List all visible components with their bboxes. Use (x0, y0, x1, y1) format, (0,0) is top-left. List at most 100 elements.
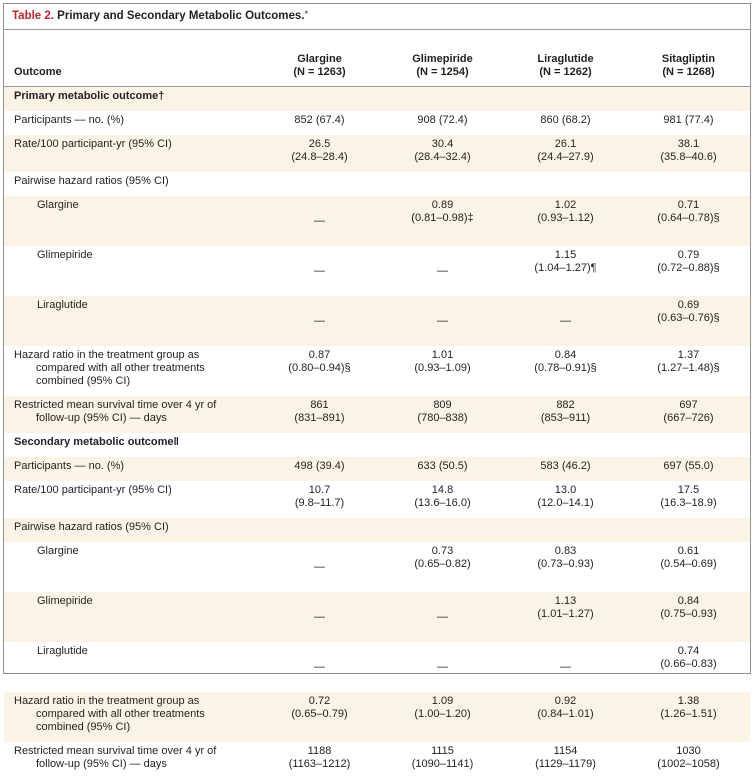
cell-estimate: 1.01 (431, 349, 454, 361)
cell-ci: (0.84–1.01) (537, 708, 594, 720)
cell-estimate: 0.92 (554, 695, 577, 707)
cell-value: — (437, 660, 448, 673)
cell-ci: (1.00–1.20) (414, 708, 471, 720)
row-label-line: Restricted mean survival time over 4 yr … (14, 745, 217, 757)
cell-estimate: 1188 (307, 745, 332, 757)
cell-ci: (780–838) (417, 412, 468, 424)
cell-value: 0.71 (0.64–0.78)§ (627, 196, 750, 246)
cell-value: 861 (831–891) (258, 396, 381, 433)
cell-ci: (0.54–0.69) (660, 558, 717, 570)
row-label: Glargine (37, 545, 79, 557)
cell-value: 0.79 (0.72–0.88)§ (627, 246, 750, 296)
row-label-line: Hazard ratio in the treatment group as (14, 349, 200, 361)
cell-estimate: 0.84 (554, 349, 577, 361)
cell-ci: (0.81–0.98)‡ (411, 212, 474, 224)
cell-ci: (0.72–0.88)§ (657, 262, 720, 274)
cell-ci: (1.01–1.27) (537, 608, 594, 620)
cell-value: 809 (780–838) (381, 396, 504, 433)
row-label: Liraglutide (37, 645, 88, 657)
table-row: Hazard ratio in the treatment group as co… (4, 692, 750, 742)
row-label: Participants — no. (%) (14, 114, 125, 126)
row-label: Hazard ratio in the treatment group as co… (4, 692, 258, 742)
header-outcome: Outcome (4, 30, 258, 87)
table-row: Glargine — 0.89 (0.81–0.98)‡ 1.02 (0.93–1.… (4, 196, 750, 246)
cell-ci: (16.3–18.9) (660, 497, 717, 509)
cell-estimate: 0.89 (431, 199, 454, 211)
cell-estimate: 10.7 (308, 484, 331, 496)
cell-value: 30.4 (28.4–32.4) (381, 135, 504, 172)
cell-value: 1.01 (0.93–1.09) (381, 346, 504, 396)
table-row: Liraglutide — — — 0.74 (0.66–0.83) (4, 642, 750, 692)
header-liraglutide-name: Liraglutide (537, 53, 594, 65)
cell-ci: (0.65–0.82) (414, 558, 471, 570)
cell-value: 1.37 (1.27–1.48)§ (627, 346, 750, 396)
row-label: Participants — no. (%) (4, 457, 258, 481)
cell-value: — (381, 592, 504, 642)
cell-value: 0.74 (0.66–0.83) (627, 642, 750, 692)
row-label: Restricted mean survival time over 4 yr … (4, 742, 258, 779)
cell-value: — (258, 296, 381, 346)
cell-value: 0.89 (0.81–0.98)‡ (381, 196, 504, 246)
cell-value: 981 (77.4) (663, 114, 714, 126)
row-label-line: Hazard ratio in the treatment group as (14, 695, 200, 707)
cell-value: 0.87 (0.80–0.94)§ (258, 346, 381, 396)
cell-value: — (381, 296, 504, 346)
cell-value: 1.38 (1.26–1.51) (627, 692, 750, 742)
cell-value: — (258, 196, 381, 246)
cell-estimate: 0.84 (677, 595, 700, 607)
cell-value: 0.73 (0.65–0.82) (381, 542, 504, 592)
cell-estimate: 1.02 (554, 199, 577, 211)
cell-ci: (1.26–1.51) (660, 708, 717, 720)
cell-value: — (437, 264, 448, 277)
table-row: Participants — no. (%) 852 (67.4) 908 (7… (4, 111, 750, 135)
table-row: Pairwise hazard ratios (95% CI) (4, 518, 750, 542)
cell-value: 0.72 (0.65–0.79) (258, 692, 381, 742)
row-label: Glimepiride (37, 249, 93, 261)
row-label: Pairwise hazard ratios (95% CI) (14, 175, 169, 187)
cell-estimate: 882 (556, 399, 575, 411)
header-row: Outcome Glargine (N = 1263) Glimepiride (N… (4, 30, 750, 87)
row-label-line: compared with all other treatments (36, 708, 205, 720)
cell-ci: (1090–1141) (411, 758, 474, 770)
cell-value: — (504, 296, 627, 346)
header-liraglutide: Liraglutide (N = 1262) (504, 30, 627, 87)
cell-estimate: 0.74 (677, 645, 700, 657)
table-row: Liraglutide — — — 0.69 (0.63–0.76)§ (4, 296, 750, 346)
header-sitagliptin-name: Sitagliptin (661, 53, 716, 65)
cell-value: 498 (39.4) (258, 457, 381, 481)
cell-ci: (12.0–14.1) (537, 497, 594, 509)
cell-estimate: 1.37 (677, 349, 700, 361)
cell-ci: (0.75–0.93) (660, 608, 717, 620)
cell-value: 633 (50.5) (381, 457, 504, 481)
table-title-text: Primary and Secondary Metabolic Outcomes… (57, 10, 305, 22)
table-row: Participants — no. (%) 498 (39.4) 633 (5… (4, 457, 750, 481)
cell-value: 882 (853–911) (504, 396, 627, 433)
section-row-secondary: Secondary metabolic outcome‖ (4, 433, 750, 457)
cell-value: 583 (46.2) (504, 457, 627, 481)
header-glargine-name: Glargine (297, 53, 342, 65)
table-row: Glimepiride — — 1.15 (1.04–1.27)¶ 0.79 (0.… (4, 246, 750, 296)
table-title: Table 2. Primary and Secondary Metabolic… (4, 4, 750, 30)
cell-estimate: 861 (310, 399, 329, 411)
cell-value: 10.7 (9.8–11.7) (258, 481, 381, 518)
cell-value: 852 (67.4) (294, 114, 345, 126)
row-label: Glargine (4, 196, 258, 246)
cell-value: 26.1 (24.4–27.9) (504, 135, 627, 172)
row-label-line: follow-up (95% CI) — days (36, 412, 167, 424)
cell-value: 908 (72.4) (417, 114, 468, 126)
cell-estimate: 26.1 (554, 138, 577, 150)
section-heading-secondary: Secondary metabolic outcome‖ (14, 436, 180, 448)
cell-value: 0.84 (0.78–0.91)§ (504, 346, 627, 396)
cell-value: 1030 (1002–1058) (627, 742, 750, 779)
cell-value: 1.02 (0.93–1.12) (504, 196, 627, 246)
cell-estimate: 697 (679, 399, 698, 411)
cell-ci: (0.66–0.83) (660, 658, 717, 670)
cell-ci: (35.8–40.6) (660, 151, 717, 163)
cell-estimate: 1154 (553, 745, 578, 757)
table-frame: Table 2. Primary and Secondary Metabolic… (3, 3, 751, 770)
cell-ci: (0.64–0.78)§ (657, 212, 720, 224)
cell-estimate: 0.69 (677, 299, 700, 311)
outcomes-table: Outcome Glargine (N = 1263) Glimepiride (N… (4, 30, 750, 779)
cell-ci: (1163–1212) (288, 758, 351, 770)
row-label-line: compared with all other treatments (36, 362, 205, 374)
